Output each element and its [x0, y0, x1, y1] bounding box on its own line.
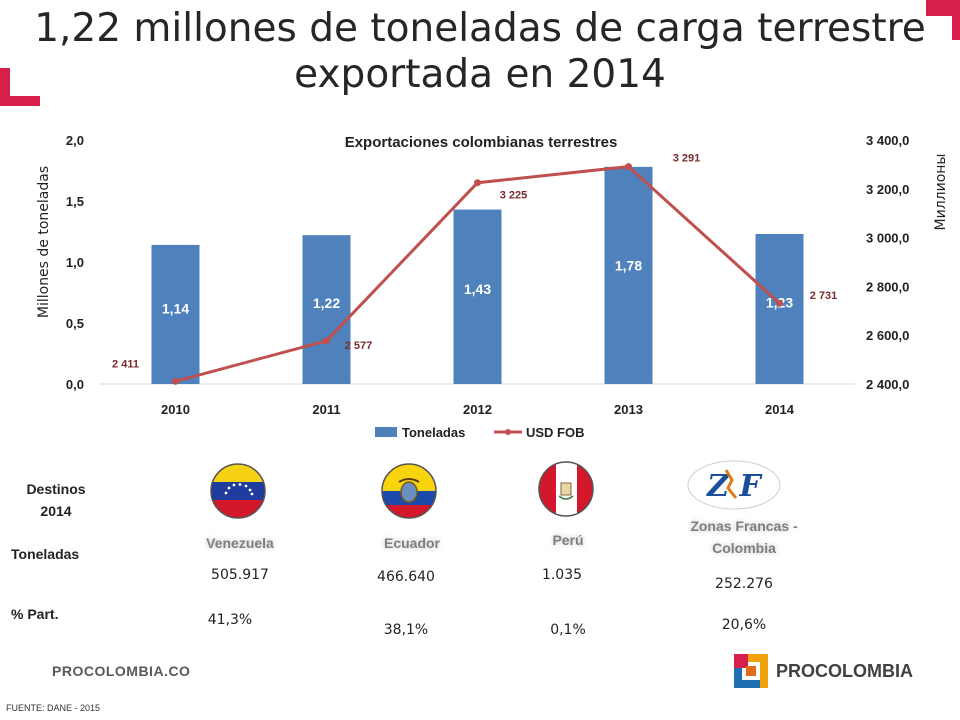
procolombia-url[interactable]: PROCOLOMBIA.CO: [52, 663, 191, 679]
combo-chart: Exportaciones colombianas terrestres 0,0…: [36, 133, 949, 440]
legend-swatch-usd-marker: [505, 429, 511, 435]
toneladas-peru: 1.035: [541, 567, 583, 583]
y-axis-left-label: Millones de toneladas: [36, 166, 52, 318]
country-venezuela: Venezuela: [206, 535, 274, 551]
line-data-label: 3 291: [673, 153, 701, 165]
line-point-usd-fob: [474, 179, 481, 187]
x-tick-label: 2010: [161, 402, 190, 417]
bar-toneladas: [151, 244, 200, 384]
bar-data-label: 1,78: [615, 258, 642, 274]
procolombia-brand: PROCOLOMBIA: [776, 661, 913, 681]
line-data-label: 2 411: [112, 358, 139, 370]
y-left-tick-label: 1,5: [66, 194, 84, 209]
y-left-tick-label: 0,0: [66, 377, 84, 392]
source-note: FUENTE: DANE - 2015: [6, 703, 101, 713]
bar-toneladas: [302, 235, 351, 384]
y-left-tick-label: 1,0: [66, 255, 84, 270]
y-left-tick-label: 2,0: [66, 133, 84, 148]
bar-data-label: 1,22: [313, 295, 340, 311]
legend-swatch-toneladas: [375, 427, 397, 437]
corner-bracket-top-right: [926, 0, 960, 40]
peru-flag: [538, 461, 594, 517]
row-label-part: % Part.: [11, 606, 59, 622]
line-point-usd-fob: [776, 299, 783, 307]
toneladas-zonas-francas: 252.276: [715, 576, 773, 592]
x-tick-label: 2011: [312, 402, 340, 417]
y-left-tick-label: 0,5: [66, 316, 84, 331]
zf-logo: Z F: [687, 460, 781, 510]
title-line-2: exportada en 2014: [294, 52, 666, 97]
row-label-toneladas: Toneladas: [11, 546, 80, 562]
y-axis-right-label: Миллионы: [933, 154, 949, 231]
line-point-usd-fob: [323, 337, 330, 345]
x-tick-label: 2013: [614, 402, 643, 417]
y-right-tick-label: 3 000,0: [866, 231, 909, 246]
part-zonas-francas: 20,6%: [721, 617, 767, 633]
bar-data-label: 1,43: [464, 281, 491, 297]
legend-label-usd-fob: USD FOB: [526, 425, 585, 440]
bar-data-label: 1,14: [162, 301, 189, 317]
country-zonas-francas: Zonas Francas - Colombia: [690, 518, 798, 556]
y-right-tick-label: 2 600,0: [866, 328, 909, 343]
destinos-heading: Destinos 2014: [26, 481, 86, 519]
line-data-label: 2 577: [345, 340, 373, 352]
country-peru: Perú: [552, 532, 584, 548]
bar-toneladas: [453, 209, 502, 384]
procolombia-logo-icon: [734, 654, 768, 688]
x-tick-label: 2012: [463, 402, 492, 417]
corner-bracket-left: [0, 68, 40, 106]
legend-label-toneladas: Toneladas: [402, 425, 465, 440]
chart-title: Exportaciones colombianas terrestres: [345, 134, 618, 151]
x-tick-label: 2014: [765, 402, 795, 417]
bar-toneladas: [755, 233, 804, 384]
toneladas-venezuela: 505.917: [211, 567, 269, 583]
line-point-usd-fob: [172, 377, 179, 385]
y-right-tick-label: 3 400,0: [866, 133, 909, 148]
line-data-label: 3 225: [500, 190, 528, 202]
y-right-tick-label: 3 200,0: [866, 182, 909, 197]
y-right-tick-label: 2 800,0: [866, 279, 909, 294]
title-line-1: 1,22 millones de toneladas de carga terr…: [34, 6, 926, 51]
part-venezuela: 41,3%: [207, 612, 253, 628]
country-ecuador: Ecuador: [383, 535, 440, 551]
y-right-tick-label: 2 400,0: [866, 377, 909, 392]
page-title: 1,22 millones de toneladas de carga terr…: [0, 6, 960, 98]
line-point-usd-fob: [625, 163, 632, 171]
line-data-label: 2 731: [810, 290, 838, 302]
ecuador-flag: [381, 463, 437, 519]
venezuela-flag: [210, 463, 266, 519]
bar-toneladas: [604, 166, 653, 384]
part-peru: 0,1%: [550, 622, 586, 638]
toneladas-ecuador: 466.640: [377, 569, 435, 585]
part-ecuador: 38,1%: [383, 622, 429, 638]
